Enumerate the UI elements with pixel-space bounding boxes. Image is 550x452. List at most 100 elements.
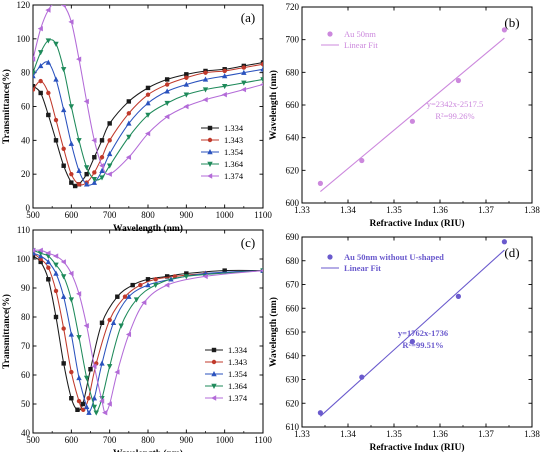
data-point bbox=[68, 104, 75, 110]
data-point bbox=[202, 273, 208, 280]
scatter-point bbox=[455, 293, 461, 299]
data-point bbox=[53, 41, 59, 47]
data-point bbox=[68, 19, 74, 25]
data-point bbox=[145, 112, 151, 118]
fit-line bbox=[320, 249, 505, 417]
data-point bbox=[91, 179, 98, 185]
y-tick-label: 650 bbox=[286, 327, 300, 337]
data-point bbox=[33, 87, 36, 92]
legend-label: Linear Fit bbox=[344, 40, 378, 50]
data-point bbox=[221, 73, 228, 79]
data-point bbox=[38, 90, 43, 96]
data-point bbox=[60, 67, 67, 73]
legend-marker bbox=[327, 254, 333, 260]
data-point bbox=[102, 410, 108, 416]
data-point bbox=[61, 163, 66, 168]
y-axis-label: Wavelength (nm) bbox=[268, 70, 279, 140]
y-tick-label: 660 bbox=[286, 303, 300, 313]
data-point bbox=[106, 163, 113, 169]
data-point bbox=[99, 155, 105, 160]
legend: 1.334 1.343 1.354 1.364 1.374 bbox=[201, 123, 244, 181]
data-point bbox=[60, 259, 66, 265]
data-point bbox=[37, 62, 44, 69]
legend-label: 1.354 bbox=[224, 147, 244, 157]
data-point bbox=[45, 59, 52, 65]
data-point bbox=[38, 78, 43, 84]
legend: 1.334 1.343 1.354 1.364 1.374 bbox=[205, 345, 248, 403]
data-point bbox=[68, 270, 74, 277]
data-point bbox=[241, 65, 247, 70]
x-tick-label: 600 bbox=[65, 435, 79, 445]
data-point bbox=[260, 62, 263, 67]
data-point bbox=[99, 360, 105, 366]
y-tick-label: 110 bbox=[17, 225, 31, 235]
data-point bbox=[53, 262, 59, 268]
legend-label: 1.343 bbox=[228, 357, 247, 367]
data-point bbox=[183, 274, 190, 280]
data-point bbox=[141, 299, 147, 306]
data-point bbox=[33, 247, 36, 253]
scatter-point bbox=[501, 239, 507, 245]
data-point bbox=[164, 77, 170, 82]
data-point bbox=[130, 282, 135, 288]
data-point bbox=[260, 77, 263, 83]
data-point bbox=[46, 90, 51, 96]
legend-marker bbox=[327, 31, 333, 37]
x-tick-label: 600 bbox=[65, 210, 79, 220]
x-tick-label: 1.36 bbox=[432, 205, 448, 215]
legend-label: 1.354 bbox=[228, 369, 248, 379]
data-point bbox=[72, 183, 78, 189]
data-point bbox=[203, 70, 208, 75]
x-tick-label: 1.37 bbox=[478, 429, 494, 439]
data-point bbox=[69, 369, 74, 375]
fit-r-squared: R²=99.26% bbox=[435, 111, 474, 121]
data-point bbox=[202, 76, 209, 82]
data-point bbox=[46, 265, 51, 270]
y-tick-label: 660 bbox=[286, 100, 300, 110]
data-point bbox=[60, 293, 67, 299]
y-tick-label: 640 bbox=[286, 351, 300, 361]
x-axis-label: Wavelength (nm) bbox=[113, 448, 183, 452]
legend-label: 1.364 bbox=[228, 381, 248, 391]
data-point bbox=[91, 404, 98, 410]
data-point bbox=[260, 82, 263, 87]
data-point bbox=[53, 253, 59, 259]
legend-marker bbox=[207, 161, 213, 167]
y-tick-label: 40 bbox=[21, 135, 31, 145]
data-point bbox=[76, 138, 82, 144]
data-point bbox=[86, 396, 91, 401]
fit-line bbox=[320, 37, 505, 192]
data-point bbox=[202, 87, 209, 93]
data-point bbox=[60, 106, 67, 113]
legend-marker bbox=[211, 359, 217, 365]
y-axis-label: Wavelength (nm) bbox=[268, 297, 279, 367]
data-point bbox=[91, 363, 97, 369]
data-point bbox=[183, 92, 190, 98]
data-point bbox=[45, 38, 52, 44]
legend-label: Linear Fit bbox=[344, 263, 381, 273]
data-point bbox=[83, 323, 89, 329]
data-point bbox=[69, 171, 74, 177]
data-point bbox=[125, 331, 132, 338]
scatter-point bbox=[317, 410, 323, 416]
x-tick-label: 900 bbox=[180, 435, 194, 445]
data-point bbox=[76, 182, 82, 187]
y-tick-label: 80 bbox=[21, 312, 31, 322]
panel-label: (d) bbox=[504, 245, 519, 260]
x-tick-label: 1.35 bbox=[386, 205, 402, 215]
data-point bbox=[126, 120, 132, 126]
data-point bbox=[68, 331, 75, 337]
x-tick-label: 700 bbox=[103, 435, 117, 445]
data-point bbox=[260, 66, 263, 72]
y-tick-label: 600 bbox=[286, 198, 300, 208]
plot-frame bbox=[301, 6, 533, 204]
data-point bbox=[83, 181, 90, 187]
data-point bbox=[68, 297, 75, 303]
y-tick-label: 100 bbox=[17, 254, 31, 264]
data-point bbox=[107, 317, 112, 323]
data-point bbox=[106, 150, 113, 157]
x-tick-label: 800 bbox=[141, 210, 155, 220]
scatter-point bbox=[455, 77, 461, 84]
